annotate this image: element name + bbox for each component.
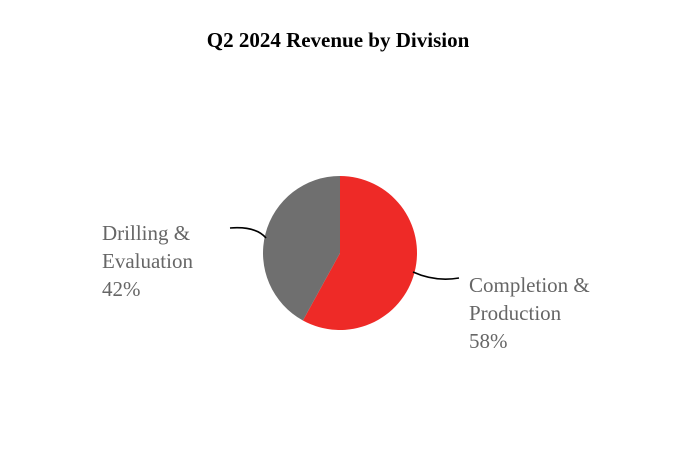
slice-label-0-line-1: Production xyxy=(469,301,562,325)
leader-line-1 xyxy=(229,226,267,239)
leader-lines xyxy=(229,226,460,280)
pie-slices xyxy=(262,176,417,330)
leader-line-0 xyxy=(412,271,460,280)
slice-value-label-0: 58% xyxy=(469,329,508,353)
slice-label-1-line-0: Drilling & xyxy=(102,221,190,245)
pie-slice-1 xyxy=(262,176,340,321)
slice-label-1-line-1: Evaluation xyxy=(102,249,193,273)
pie-slice-0 xyxy=(302,176,417,330)
slice-label-0-line-0: Completion & xyxy=(469,273,590,297)
slice-value-label-1: 42% xyxy=(102,277,141,301)
slice-labels: Completion & Production 58% Drilling & Evalu… xyxy=(102,221,590,353)
chart-title: Q2 2024 Revenue by Division xyxy=(207,28,470,52)
